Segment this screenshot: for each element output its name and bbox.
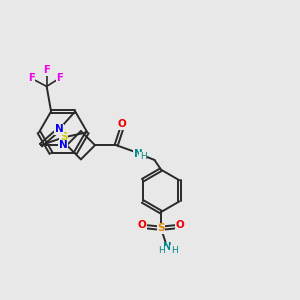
Text: N: N — [134, 149, 142, 159]
Text: O: O — [137, 220, 146, 230]
Text: F: F — [28, 74, 35, 83]
Text: N: N — [59, 140, 68, 150]
Text: F: F — [43, 65, 50, 75]
Text: H: H — [158, 246, 165, 255]
Text: O: O — [176, 220, 184, 230]
Text: S: S — [60, 132, 68, 142]
Text: H: H — [171, 246, 178, 255]
Text: N: N — [55, 124, 63, 134]
Text: F: F — [56, 74, 63, 83]
Text: H: H — [140, 152, 147, 161]
Text: N: N — [164, 242, 172, 252]
Text: O: O — [118, 119, 127, 129]
Text: S: S — [157, 223, 165, 233]
